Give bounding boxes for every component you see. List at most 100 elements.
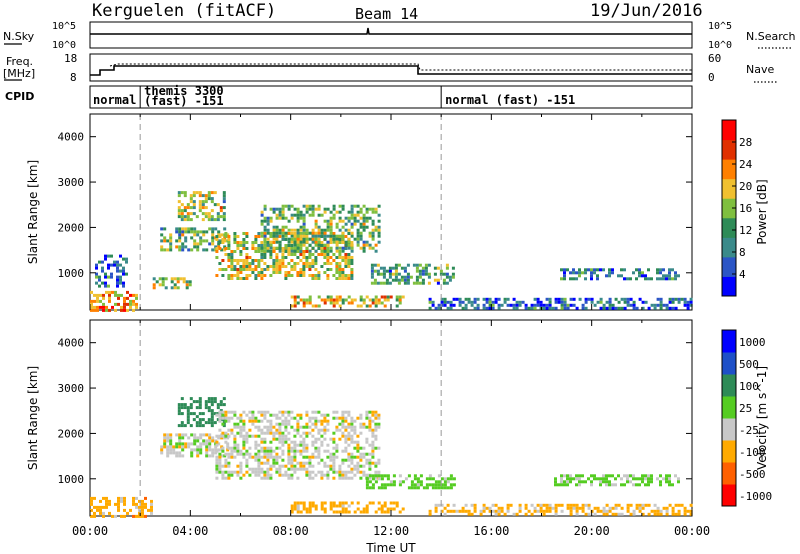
data-cell bbox=[365, 437, 369, 441]
data-cell bbox=[177, 403, 181, 407]
data-cell bbox=[356, 416, 360, 420]
data-cell bbox=[617, 306, 621, 310]
data-cell bbox=[245, 461, 249, 465]
data-cell bbox=[260, 413, 264, 417]
data-cell bbox=[236, 452, 240, 456]
data-cell bbox=[222, 197, 226, 201]
data-cell bbox=[269, 219, 273, 223]
data-cell bbox=[554, 512, 558, 516]
data-cell bbox=[281, 204, 285, 208]
data-cell bbox=[222, 194, 226, 198]
data-cell bbox=[323, 253, 327, 256]
data-cell bbox=[287, 250, 291, 253]
data-cell bbox=[554, 306, 558, 310]
data-cell bbox=[629, 277, 632, 281]
velocity-cbar-tick-label: -500 bbox=[739, 468, 766, 481]
data-cell bbox=[224, 464, 228, 468]
data-cell bbox=[515, 300, 519, 304]
data-cell bbox=[350, 234, 354, 238]
data-cell bbox=[359, 431, 363, 435]
data-cell bbox=[626, 506, 630, 510]
data-cell bbox=[216, 212, 220, 216]
data-cell bbox=[374, 480, 378, 484]
data-cell bbox=[193, 433, 197, 437]
data-cell bbox=[233, 241, 237, 244]
data-cell bbox=[329, 231, 333, 235]
data-cell bbox=[575, 271, 578, 275]
data-cell bbox=[437, 303, 441, 307]
data-cell bbox=[299, 240, 303, 244]
data-cell bbox=[371, 455, 375, 459]
data-cell bbox=[394, 269, 398, 273]
data-cell bbox=[293, 253, 297, 256]
data-cell bbox=[406, 263, 410, 267]
data-cell bbox=[193, 230, 197, 234]
data-cell bbox=[215, 455, 219, 459]
data-cell bbox=[461, 506, 465, 510]
data-cell bbox=[260, 461, 264, 465]
data-cell bbox=[251, 413, 255, 417]
data-cell bbox=[371, 428, 375, 432]
data-cell bbox=[260, 470, 264, 474]
data-cell bbox=[123, 502, 126, 506]
data-cell bbox=[201, 203, 205, 207]
data-cell bbox=[371, 431, 375, 435]
data-cell bbox=[314, 256, 318, 259]
data-cell bbox=[290, 446, 294, 450]
data-cell bbox=[590, 271, 593, 275]
data-cell bbox=[323, 301, 327, 305]
data-cell bbox=[383, 486, 387, 490]
data-cell bbox=[293, 440, 297, 444]
data-cell bbox=[377, 486, 381, 490]
data-cell bbox=[102, 308, 105, 312]
data-cell bbox=[368, 298, 372, 302]
data-cell bbox=[281, 207, 285, 211]
data-cell bbox=[533, 506, 537, 510]
data-cell bbox=[183, 218, 187, 222]
data-cell bbox=[207, 409, 211, 413]
xtick-label: 12:00 bbox=[373, 524, 409, 538]
data-cell bbox=[560, 303, 564, 307]
data-cell bbox=[158, 283, 162, 287]
data-cell bbox=[227, 452, 231, 456]
data-cell bbox=[198, 206, 202, 210]
data-cell bbox=[371, 434, 375, 438]
data-cell bbox=[599, 480, 602, 484]
data-cell bbox=[311, 265, 315, 268]
data-cell bbox=[332, 504, 336, 508]
data-cell bbox=[254, 440, 258, 444]
data-cell bbox=[198, 406, 202, 410]
ytick-label: 2000 bbox=[58, 221, 85, 234]
data-cell bbox=[227, 277, 231, 280]
data-cell bbox=[290, 274, 294, 277]
data-cell bbox=[308, 458, 312, 462]
data-cell bbox=[150, 511, 153, 515]
data-cell bbox=[563, 474, 566, 478]
data-cell bbox=[135, 305, 138, 309]
data-cell bbox=[260, 274, 264, 277]
data-cell bbox=[386, 298, 390, 302]
data-cell bbox=[293, 470, 297, 474]
data-cell bbox=[584, 512, 588, 516]
data-cell bbox=[296, 449, 300, 453]
data-cell bbox=[199, 239, 203, 243]
data-cell bbox=[141, 511, 144, 515]
data-cell bbox=[608, 300, 612, 304]
data-cell bbox=[181, 233, 185, 237]
data-cell bbox=[211, 454, 215, 458]
data-cell bbox=[284, 225, 288, 229]
data-cell bbox=[641, 480, 644, 484]
data-cell bbox=[299, 425, 303, 429]
data-cell bbox=[104, 257, 107, 261]
data-cell bbox=[491, 509, 495, 513]
data-cell bbox=[284, 416, 288, 420]
data-cell bbox=[320, 244, 324, 247]
data-cell bbox=[323, 431, 327, 435]
data-cell bbox=[383, 483, 387, 487]
data-cell bbox=[335, 249, 339, 253]
data-cell bbox=[335, 271, 339, 274]
data-cell bbox=[183, 209, 187, 213]
data-cell bbox=[668, 297, 672, 301]
data-cell bbox=[368, 464, 372, 468]
data-cell bbox=[275, 416, 279, 420]
